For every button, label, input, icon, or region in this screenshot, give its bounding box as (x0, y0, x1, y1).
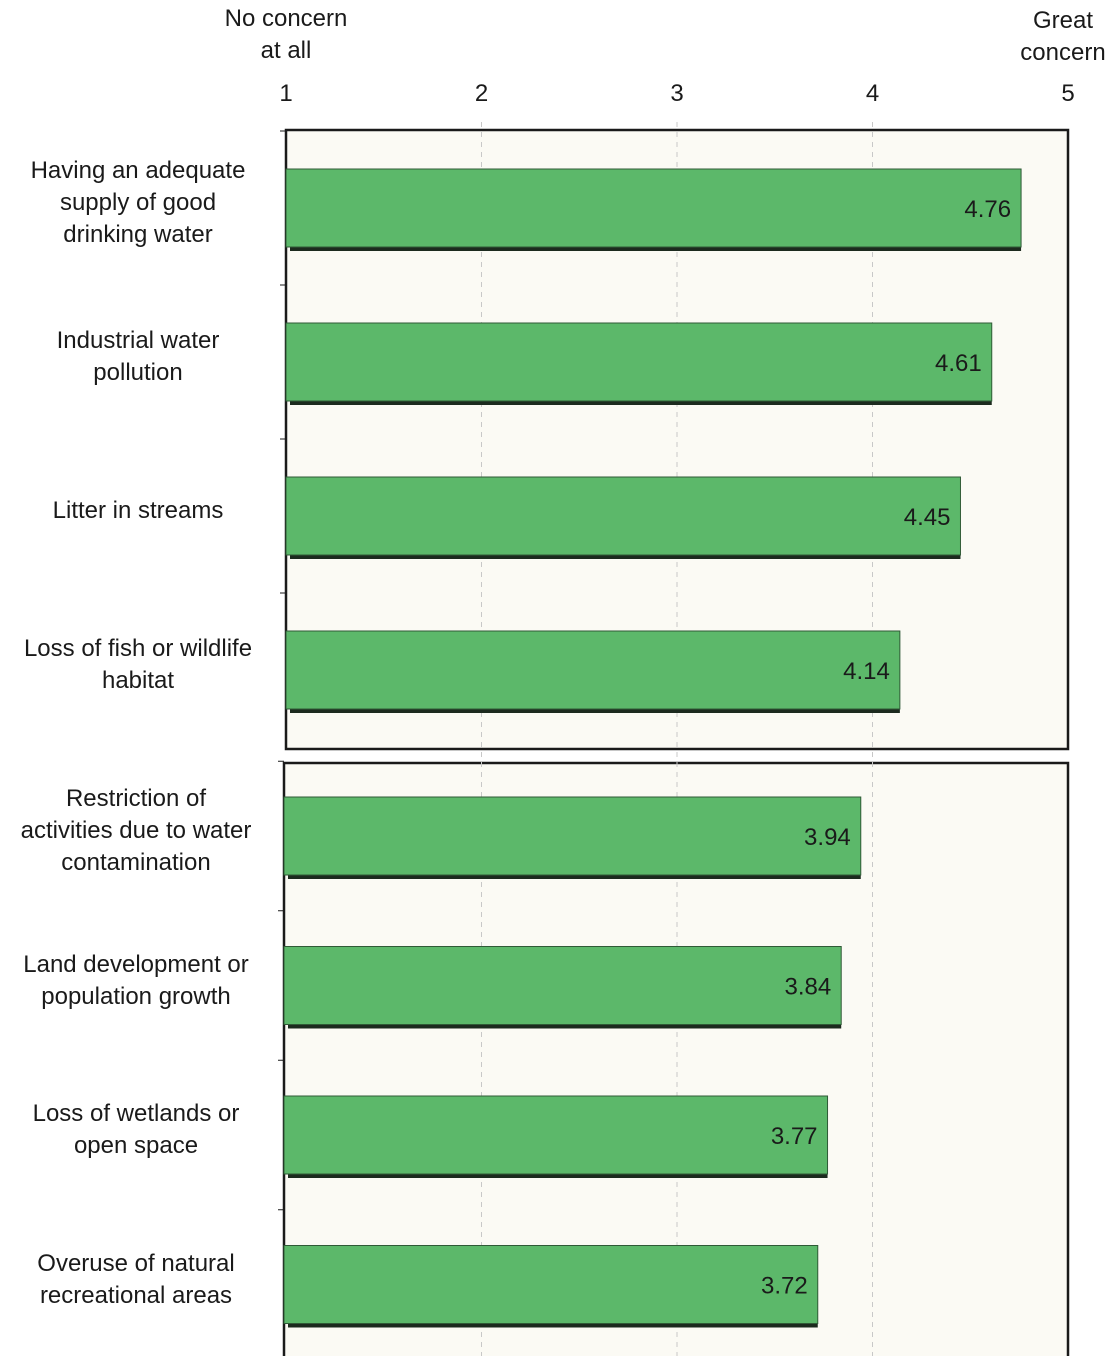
bar (285, 476, 961, 556)
bar (285, 322, 993, 402)
category-label: Overuse of natural recreational areas (37, 1249, 235, 1309)
x-axis-low-end-label: No concern at all (224, 5, 348, 64)
bar (283, 796, 862, 876)
bar-value-label: 3.84 (785, 974, 832, 1001)
category-label: Having an adequate supply of good drinki… (30, 157, 246, 248)
category-label: Loss of wetlands or open space (32, 1100, 240, 1159)
bar-value-label: 4.45 (904, 504, 951, 531)
bar (285, 168, 1022, 248)
bar-value-label: 4.61 (935, 350, 982, 377)
bar (283, 1245, 819, 1324)
category-label: Land development or population growth (23, 950, 249, 1010)
category-label: Loss of fish or wildlife habitat (23, 635, 253, 694)
bar-value-label: 4.14 (843, 658, 890, 685)
x-tick-label: 2 (475, 80, 488, 107)
bar-value-label: 4.76 (964, 196, 1011, 223)
x-tick-label: 3 (670, 80, 683, 107)
category-label: Industrial water pollution (56, 327, 220, 386)
x-tick-label: 5 (1061, 80, 1074, 107)
category-label: Restriction of activities due to water c… (20, 785, 252, 876)
x-tick-label: 4 (866, 80, 879, 107)
x-axis-high-end-label: Great concern (1020, 7, 1106, 66)
x-tick-label: 1 (279, 80, 292, 107)
bar (283, 946, 842, 1025)
bar-value-label: 3.77 (771, 1123, 818, 1150)
bar (283, 1095, 829, 1175)
bar-value-label: 3.94 (804, 824, 851, 851)
bar (285, 630, 901, 710)
bar-value-label: 3.72 (761, 1273, 808, 1300)
category-label: Litter in streams (52, 497, 224, 524)
